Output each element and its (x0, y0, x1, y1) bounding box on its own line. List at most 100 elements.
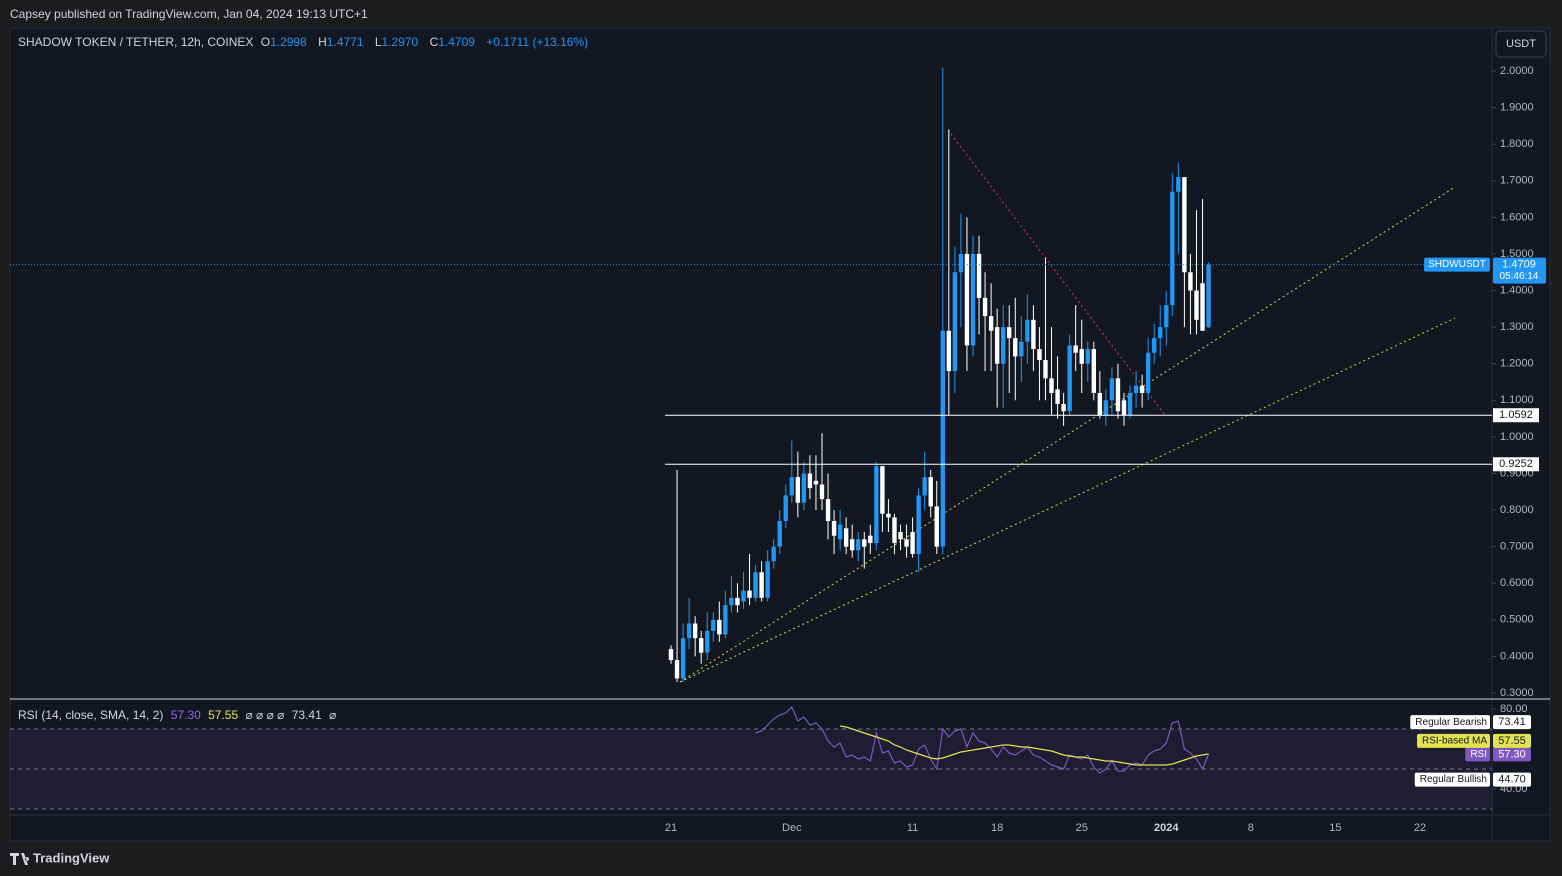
ohlc: L1.2970 (375, 35, 422, 49)
y-tick-label: 0.6000 (1500, 577, 1534, 589)
candle-body (1007, 327, 1012, 339)
candle-body (850, 539, 855, 551)
currency-label[interactable]: USDT (1506, 38, 1536, 50)
y-tick-label: 1.2000 (1500, 358, 1534, 370)
candle-body (753, 572, 758, 598)
chart-area (9, 27, 1551, 842)
candle-body (795, 477, 801, 503)
price-label: 1.4709 (1502, 259, 1536, 271)
x-tick-label: 22 (1414, 822, 1426, 834)
y-tick-label: 1.6000 (1500, 211, 1534, 223)
candle-body (964, 253, 970, 346)
candle-body (723, 605, 728, 635)
candle-body (1103, 400, 1109, 415)
candle-body (1145, 352, 1151, 393)
candle-body (1133, 385, 1139, 393)
candle-body (825, 499, 831, 522)
y-tick-label: 80.00 (1500, 703, 1528, 715)
axis-value-box (1493, 772, 1531, 787)
axis-value-label: 73.41 (1498, 716, 1526, 728)
candle-body (771, 546, 776, 562)
candle-body (940, 330, 945, 547)
candle-body (1073, 345, 1078, 353)
ohlc-key: C (429, 35, 439, 49)
x-tick-label: 25 (1076, 822, 1088, 834)
axis-tag-box (1416, 733, 1490, 748)
candle-body (777, 521, 782, 547)
candle-body (1170, 191, 1175, 306)
y-tick-label: 2.0000 (1500, 65, 1534, 77)
candle-body (668, 649, 674, 661)
ohlc-value: 1.4771 (326, 35, 364, 49)
candle-body (880, 466, 885, 514)
candle-body (674, 660, 680, 679)
y-tick-label: 1.4000 (1500, 284, 1534, 296)
candle-body (717, 619, 722, 635)
rsi-ma-value: 57.55 (208, 708, 239, 722)
candle-body (928, 477, 933, 507)
y-tick-label: 1.5000 (1500, 248, 1534, 260)
ohlc-value: 1.2998 (270, 35, 307, 49)
candle-body (892, 517, 897, 543)
x-tick-label: 11 (907, 822, 918, 834)
candle-body (1031, 319, 1036, 350)
candle-body (1176, 177, 1181, 192)
candle-body (843, 528, 849, 547)
currency-button[interactable] (1495, 30, 1547, 58)
axis-tag-box (1410, 715, 1490, 730)
rsi-placeholder: ⌀ (329, 708, 337, 722)
candle-body (976, 253, 982, 298)
y-tick-label: 1.0000 (1500, 431, 1534, 443)
candle-body (1085, 349, 1090, 364)
candle-body (1025, 319, 1030, 342)
rsi-value: 57.30 (170, 708, 201, 722)
x-tick-label: 21 (665, 822, 677, 834)
candle-body (680, 638, 686, 679)
candle-body (1097, 392, 1103, 415)
candle-body (868, 535, 873, 543)
axis-tag-name: Regular Bullish (1420, 774, 1487, 785)
candle-body (735, 597, 740, 606)
candle-body (1152, 338, 1157, 353)
candle-body (1091, 349, 1096, 393)
level-tag (1493, 408, 1539, 423)
candle-body (916, 495, 921, 554)
candle-body (837, 524, 843, 540)
trend-line (679, 186, 1456, 683)
ohlc-value: 1.4709 (438, 35, 475, 49)
y-tick-label: 1.9000 (1500, 102, 1534, 114)
y-tick-label: 0.5000 (1500, 614, 1534, 626)
x-tick-label: 18 (991, 822, 1003, 834)
axis-value-box (1493, 715, 1531, 730)
axis-tag-name: RSI-based MA (1422, 736, 1487, 747)
candle-body (801, 473, 807, 503)
candle-body (747, 590, 752, 598)
candle-body (686, 623, 692, 639)
candle-body (1164, 305, 1169, 328)
candle-body (1121, 400, 1127, 415)
level-tag (1493, 457, 1539, 472)
candle-body (1188, 272, 1193, 291)
y-tick-label: 0.8000 (1500, 504, 1534, 516)
axis-tag-box (1465, 747, 1490, 762)
candle-body (789, 477, 794, 496)
axis-tag-name: RSI (1470, 749, 1487, 760)
ohlc-value: 1.2970 (381, 35, 419, 49)
candle-body (1206, 264, 1211, 328)
level-label: 0.9252 (1499, 458, 1533, 470)
ohlc: C1.4709 (430, 35, 479, 49)
candle-body (934, 506, 939, 547)
x-tick-label: 8 (1248, 822, 1254, 834)
candle-body (970, 253, 976, 346)
candle-body (1037, 349, 1042, 361)
rsi-title: RSI (14, close, SMA, 14, 2) (18, 708, 164, 722)
y-tick-label: 0.3000 (1500, 687, 1534, 699)
rsi-line (840, 725, 1209, 766)
level-label: 1.0592 (1499, 409, 1533, 421)
symbol-tag (1424, 257, 1490, 272)
candle-body (705, 630, 710, 653)
candle-body (862, 539, 867, 547)
candle-body (886, 513, 891, 518)
candle-body (1109, 378, 1115, 401)
candle-body (922, 477, 927, 496)
